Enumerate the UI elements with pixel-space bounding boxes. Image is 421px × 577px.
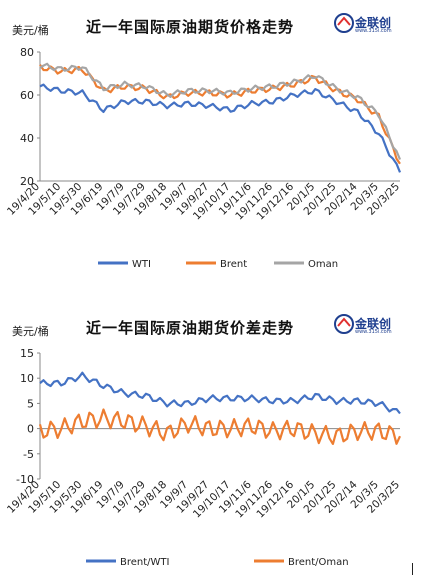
y-tick-label: -5: [23, 448, 34, 461]
spread-chart-svg: -10-505101519/4/2019/5/1019/5/3019/6/191…: [5, 347, 402, 568]
y-tick-label: 80: [20, 46, 34, 59]
company-logo: 金联创 www.315i.com: [333, 12, 397, 38]
logo-name: 金联创: [355, 16, 392, 30]
y-tick-label: 5: [27, 397, 34, 410]
logo-url: www.315i.com: [355, 28, 392, 34]
price-chart-panel: 美元/桶 近一年国际原油期货价格走势 金联创 www.315i.com 20 40…: [0, 0, 421, 288]
company-logo: 金联创 www.315i.com: [333, 313, 397, 339]
logo-mark-icon: [334, 13, 354, 33]
series-line-wti: [39, 83, 402, 173]
logo-mark-icon: [334, 314, 354, 334]
spread-unit-label: 美元/桶: [12, 325, 49, 338]
spread-chart-title: 近一年国际原油期货价差走势: [85, 319, 294, 337]
legend-label: Brent/Oman: [288, 557, 349, 568]
y-tick-label: -10: [16, 473, 34, 486]
price-chart-svg: 2040608019/4/2019/5/1019/5/3019/6/1919/7…: [5, 46, 402, 270]
logo-name: 金联创: [355, 317, 392, 331]
y-tick-label: 10: [20, 372, 34, 385]
y-tick-label: 15: [20, 347, 34, 360]
legend-label: WTI: [132, 259, 151, 270]
series-line-oman: [39, 62, 402, 160]
y-tick-label: 40: [20, 132, 34, 145]
legend-label: Brent/WTI: [120, 557, 169, 568]
price-unit-label: 美元/桶: [12, 24, 49, 37]
y-tick-label: 0: [27, 423, 34, 436]
spread-chart-panel: 美元/桶 近一年国际原油期货价差走势 金联创 www.315i.com -10 -…: [0, 305, 421, 577]
logo-url: www.315i.com: [355, 329, 392, 335]
price-chart-title: 近一年国际原油期货价格走势: [85, 18, 294, 36]
legend-label: Brent: [220, 259, 247, 270]
y-tick-label: 60: [20, 89, 34, 102]
y-tick-label: 20: [20, 175, 34, 188]
legend-label: Oman: [308, 259, 338, 270]
series-line-brent-oman: [38, 408, 401, 445]
page-edge-mark: [412, 563, 413, 575]
series-line-brent-wti: [39, 371, 401, 415]
